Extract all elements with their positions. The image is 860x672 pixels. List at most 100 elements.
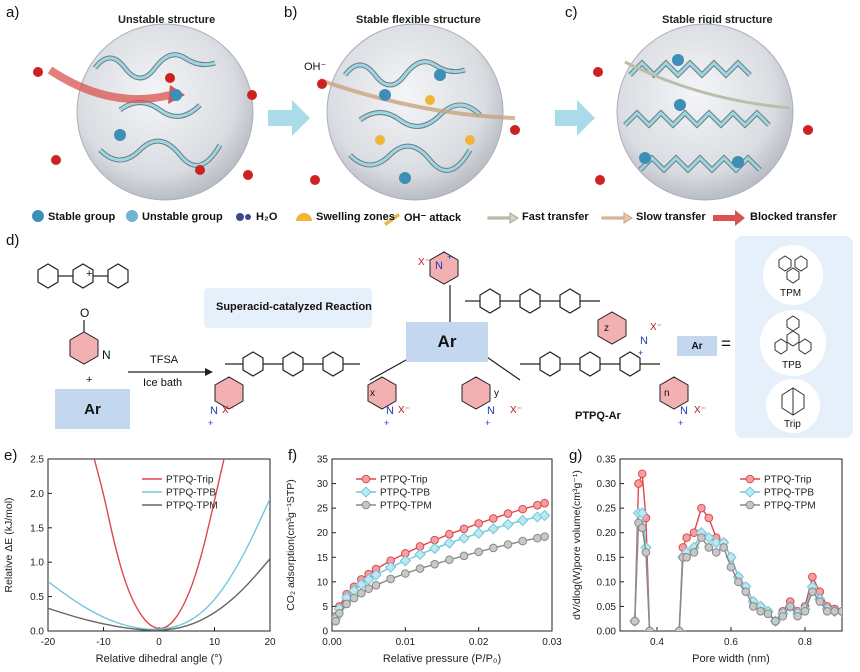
y-tick-label: 0.25 [597, 504, 617, 515]
hydroxide-icon [595, 175, 605, 185]
counterion-label: X⁻ [510, 405, 522, 416]
data-point [458, 532, 470, 544]
data-point [726, 562, 736, 572]
sphere-b [319, 23, 516, 201]
chart-f: 0.00 0.01 0.02 0.03 0 5 10 15 20 25 30 35 Relative p… [285, 455, 562, 666]
y-axis-label: dV/dlog(W)pore volume(cm³g⁻¹) [571, 470, 583, 620]
data-point [771, 616, 780, 626]
tpb-structure [774, 315, 812, 355]
data-point [778, 611, 788, 621]
tpb-option [760, 310, 826, 376]
data-point [502, 518, 514, 531]
data-point [401, 569, 410, 578]
schematic-legend: Stable group Unstable group H₂O Swelling… [20, 207, 850, 229]
data-point [487, 523, 499, 535]
counterion-label: X⁻ [222, 405, 234, 416]
counterion-label: X⁻ [418, 257, 430, 268]
arrow-right-icon [268, 100, 310, 136]
stable-group-icon [32, 210, 44, 222]
legend-slow: Slow transfer [636, 211, 706, 223]
slow-transfer-icon [601, 212, 633, 224]
subscript-n: n [664, 388, 670, 399]
legend-stable: Stable group [48, 211, 116, 223]
reaction-label: Superacid-catalyzed Reaction [216, 301, 372, 313]
polymer-label: PTPQ-Ar [575, 410, 621, 422]
legend-marker [360, 486, 372, 498]
x-tick-label: 0.02 [469, 637, 489, 648]
series-group [629, 469, 842, 631]
panel-g-label: g) [569, 447, 583, 464]
legend-h2o: H₂O [256, 211, 278, 223]
terphenyl-structure [37, 263, 129, 289]
data-point [503, 540, 513, 549]
series-line [335, 514, 545, 619]
reagent-label: TFSA [150, 354, 179, 366]
x-tick-label: 0.03 [542, 637, 562, 648]
legend-fast: Fast transfer [522, 211, 589, 223]
series-line [335, 502, 545, 617]
data-point [822, 607, 832, 616]
data-point [540, 498, 549, 508]
legend-label: PTPQ-TPB [380, 488, 430, 499]
data-point [808, 572, 817, 582]
nitrogen-label: N [102, 348, 111, 362]
ar-core-box: Ar [406, 322, 488, 362]
data-point [489, 543, 498, 553]
data-point [415, 564, 425, 573]
reaction-scheme [37, 236, 853, 438]
data-point [335, 609, 344, 618]
hydroxide-icon [51, 155, 61, 165]
water-icon [236, 213, 244, 221]
data-point [414, 548, 426, 560]
hydroxide-icon [243, 170, 253, 180]
oh-attack-icon [384, 213, 400, 226]
data-point [756, 607, 765, 616]
x-tick-label: 0.6 [724, 637, 738, 648]
arrow-right-icon [555, 100, 595, 136]
chart-g: 0.4 0.6 0.8 0.00 0.05 0.10 0.15 0.20 0.25 0.30 0.3… [571, 455, 843, 665]
data-point [674, 626, 684, 631]
y-tick-label: 0.15 [597, 553, 617, 564]
data-point [363, 573, 375, 586]
y-tick-label: 25 [317, 504, 329, 515]
hydroxide-icon [593, 67, 603, 77]
legend-swelling: Swelling zones [316, 211, 395, 223]
data-point [637, 523, 647, 533]
data-point [430, 559, 439, 569]
piperidone-structure [69, 320, 99, 365]
data-point [517, 514, 529, 527]
counterion-label: X⁻ [694, 405, 706, 416]
data-point [357, 588, 366, 598]
legend-label: PTPQ-Trip [764, 475, 812, 486]
data-point [341, 591, 353, 604]
panel-c-label: c) [565, 4, 578, 21]
series-line [48, 498, 270, 631]
data-point [540, 532, 549, 541]
hydroxide-icon [803, 125, 813, 135]
data-point [711, 548, 721, 557]
positive-charge: + [638, 348, 644, 358]
x-tick-label: 0.8 [798, 637, 812, 648]
y-tick-label: 2.5 [30, 455, 44, 466]
legend-marker [361, 500, 371, 510]
ammonium-label: N [640, 335, 648, 347]
y-tick-label: 30 [317, 479, 329, 490]
data-point [443, 537, 455, 549]
data-point [704, 543, 714, 552]
panel-e-label: e) [4, 447, 18, 464]
data-point [445, 555, 454, 565]
legend-label: PTPQ-TPB [166, 488, 216, 499]
data-point [399, 555, 411, 567]
data-point [734, 577, 743, 587]
data-point [474, 547, 483, 557]
counterion-label: X⁻ [650, 322, 662, 333]
positive-charge: + [447, 252, 453, 262]
data-point [837, 607, 842, 616]
ar-reactant-box: Ar [55, 389, 130, 429]
data-point [385, 561, 397, 573]
legend-label: PTPQ-TPM [764, 501, 816, 512]
legend-blocked: Blocked transfer [750, 211, 837, 223]
membrane-schematics [33, 23, 813, 201]
x-tick-label: -10 [96, 637, 111, 648]
y-tick-label: 0.10 [597, 577, 617, 588]
